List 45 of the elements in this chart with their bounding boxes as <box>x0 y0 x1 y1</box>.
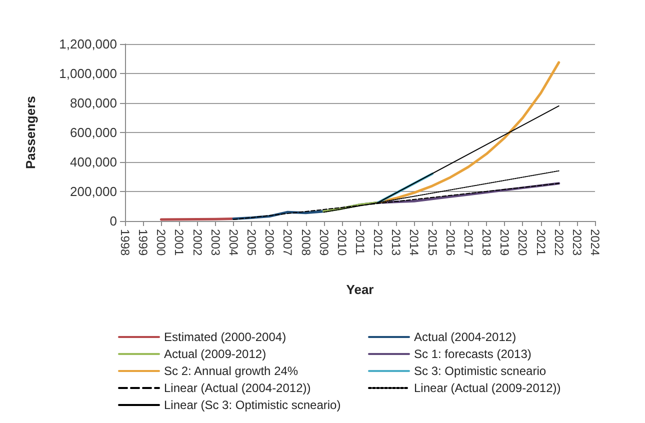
x-tick-label: 2008 <box>298 229 313 256</box>
legend-label: Estimated (2000-2004) <box>164 330 286 344</box>
x-tick-label: 2002 <box>190 229 204 256</box>
y-tick-label: 800,000 <box>70 96 117 110</box>
x-tick-label: 2006 <box>262 229 277 256</box>
x-tick-label: 2009 <box>316 229 331 256</box>
legend-label: Linear (Actual (2004-2012)) <box>164 381 311 395</box>
x-tick-label: 2013 <box>389 229 404 256</box>
x-tick-label: 2003 <box>208 229 222 256</box>
x-tick-label: 2017 <box>461 229 476 256</box>
x-tick-label: 2011 <box>353 229 367 256</box>
x-tick-label: 1999 <box>136 229 150 256</box>
x-axis-title: Year <box>346 282 374 297</box>
x-tick-label: 2015 <box>425 229 440 256</box>
x-tick-label: 2010 <box>334 229 349 256</box>
x-tick-label: 2019 <box>498 229 512 256</box>
x-tick-label: 2020 <box>516 229 530 256</box>
x-tick-label: 2014 <box>407 229 422 256</box>
legend-label: Linear (Sc 3: Optimistic scneario) <box>164 398 341 412</box>
legend-label: Actual (2004-2012) <box>414 330 516 344</box>
y-tick-label: 600,000 <box>70 125 117 140</box>
legend-label: Sc 1: forecasts (2013) <box>414 347 532 361</box>
y-tick-label: 400,000 <box>70 154 117 170</box>
x-tick-label: 2016 <box>443 229 458 256</box>
x-tick-label: 2001 <box>172 229 186 256</box>
x-tick-label: 2021 <box>534 229 548 256</box>
x-tick-label: 2024 <box>588 229 602 256</box>
x-tick-label: 2023 <box>570 229 584 256</box>
legend-label: Actual (2009-2012) <box>164 347 266 361</box>
legend-label: Sc 3: Optimistic scneario <box>414 364 546 378</box>
y-tick-label: 1,000,000 <box>59 66 117 81</box>
x-tick-label: 2004 <box>226 229 240 256</box>
x-tick-label: 2012 <box>371 229 386 256</box>
x-tick-label: 2018 <box>480 229 494 256</box>
legend-label: Sc 2: Annual growth 24% <box>164 364 298 378</box>
x-tick-label: 2000 <box>154 229 168 256</box>
y-axis-title: Passengers <box>23 96 38 169</box>
x-tick-label: 2022 <box>552 229 566 256</box>
y-tick-label: 200,000 <box>70 184 117 199</box>
y-tick-label: 1,200,000 <box>59 36 117 52</box>
legend-label: Linear (Actual (2009-2012)) <box>414 381 561 395</box>
x-tick-label: 2005 <box>244 229 259 256</box>
x-tick-label: 2007 <box>280 229 295 256</box>
x-tick-label: 1998 <box>118 229 132 256</box>
y-tick-label: 0 <box>110 214 117 228</box>
